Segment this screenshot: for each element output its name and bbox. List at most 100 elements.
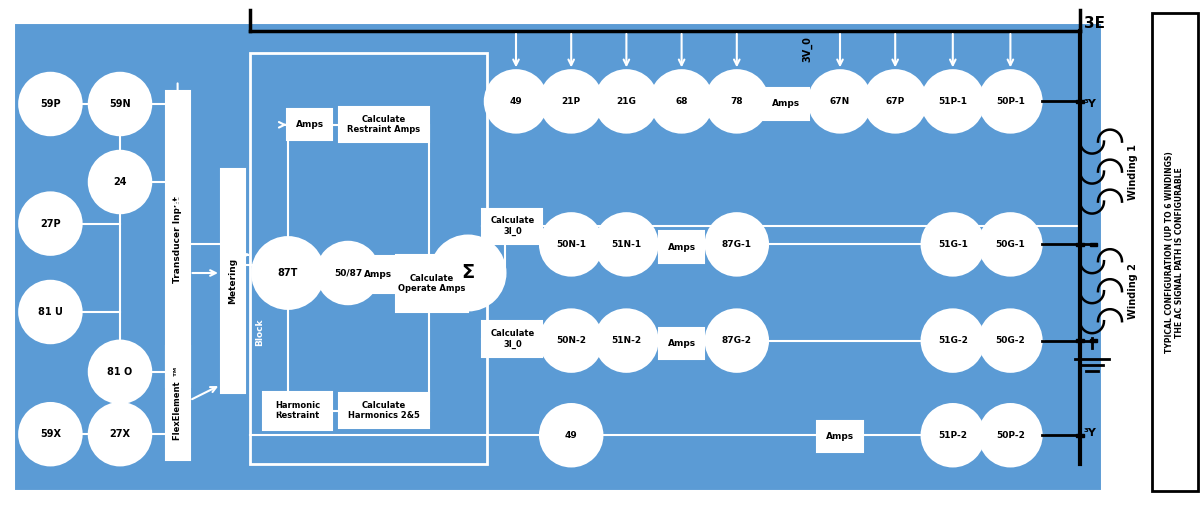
Text: 67P: 67P: [886, 97, 905, 106]
Text: 49: 49: [510, 97, 522, 106]
Ellipse shape: [540, 309, 602, 372]
Text: Block: Block: [254, 319, 264, 346]
Text: Amps: Amps: [667, 242, 696, 252]
Text: ³Y: ³Y: [1084, 99, 1097, 109]
FancyBboxPatch shape: [1076, 339, 1084, 342]
Text: 68: 68: [676, 97, 688, 106]
Ellipse shape: [252, 237, 324, 309]
Text: Transducer Input: Transducer Input: [173, 196, 182, 283]
FancyBboxPatch shape: [1090, 243, 1097, 246]
Ellipse shape: [431, 236, 505, 310]
FancyBboxPatch shape: [396, 255, 468, 312]
FancyBboxPatch shape: [263, 392, 332, 430]
Ellipse shape: [706, 213, 768, 276]
Text: 81 U: 81 U: [38, 307, 62, 317]
Text: 59X: 59X: [40, 429, 61, 439]
Ellipse shape: [922, 404, 984, 466]
Text: 50P-1: 50P-1: [996, 97, 1025, 106]
FancyBboxPatch shape: [14, 23, 1102, 491]
Ellipse shape: [922, 213, 984, 276]
Text: 50G-1: 50G-1: [996, 240, 1025, 249]
FancyBboxPatch shape: [355, 256, 401, 293]
FancyBboxPatch shape: [287, 109, 332, 140]
Text: Calculate
3I_0: Calculate 3I_0: [491, 216, 534, 236]
Text: Calculate
3I_0: Calculate 3I_0: [491, 329, 534, 349]
Text: 87G-2: 87G-2: [722, 336, 751, 345]
Ellipse shape: [19, 73, 82, 135]
FancyBboxPatch shape: [340, 393, 430, 428]
Text: 50N-1: 50N-1: [556, 240, 586, 249]
FancyBboxPatch shape: [482, 209, 542, 244]
Ellipse shape: [485, 70, 547, 133]
Text: 50N-2: 50N-2: [556, 336, 586, 345]
Ellipse shape: [19, 403, 82, 465]
Ellipse shape: [979, 404, 1042, 466]
Text: FlexElement  ᵀᴹ: FlexElement ᵀᴹ: [173, 367, 182, 439]
FancyBboxPatch shape: [340, 107, 430, 142]
Text: ³Y: ³Y: [1084, 427, 1097, 438]
Text: 51G-1: 51G-1: [938, 240, 967, 249]
Text: Harmonic
Restraint: Harmonic Restraint: [275, 401, 320, 421]
Ellipse shape: [595, 213, 658, 276]
Text: 51N-1: 51N-1: [611, 240, 642, 249]
Ellipse shape: [89, 73, 151, 135]
Text: Amps: Amps: [826, 432, 854, 441]
Text: 81 O: 81 O: [107, 367, 133, 377]
Ellipse shape: [979, 309, 1042, 372]
FancyBboxPatch shape: [166, 346, 190, 460]
Ellipse shape: [89, 151, 151, 213]
FancyBboxPatch shape: [763, 88, 809, 120]
Text: 51N-2: 51N-2: [611, 336, 642, 345]
Text: 24: 24: [113, 177, 127, 187]
Text: 50/87: 50/87: [334, 268, 362, 278]
Ellipse shape: [979, 70, 1042, 133]
Text: 27X: 27X: [109, 429, 131, 439]
FancyBboxPatch shape: [166, 91, 190, 387]
FancyBboxPatch shape: [1152, 13, 1198, 491]
Ellipse shape: [922, 309, 984, 372]
Text: 50P-2: 50P-2: [996, 431, 1025, 440]
Text: TYPICAL CONFIGURATION (UP TO 6 WINDINGS)
THE AC SIGNAL PATH IS CONFIGURABLE: TYPICAL CONFIGURATION (UP TO 6 WINDINGS)…: [1165, 151, 1184, 353]
FancyBboxPatch shape: [659, 231, 704, 263]
Ellipse shape: [706, 70, 768, 133]
Text: 51G-2: 51G-2: [938, 336, 967, 345]
Text: 50G-2: 50G-2: [996, 336, 1025, 345]
Text: Calculate
Restraint Amps: Calculate Restraint Amps: [348, 115, 420, 135]
Ellipse shape: [540, 404, 602, 466]
FancyBboxPatch shape: [1076, 243, 1084, 246]
FancyBboxPatch shape: [482, 321, 542, 357]
Text: 21G: 21G: [617, 97, 636, 106]
Text: T60: T60: [22, 490, 59, 508]
Ellipse shape: [89, 341, 151, 403]
Ellipse shape: [595, 70, 658, 133]
Ellipse shape: [595, 309, 658, 372]
Ellipse shape: [706, 309, 768, 372]
FancyBboxPatch shape: [221, 169, 245, 393]
Ellipse shape: [317, 242, 379, 304]
FancyBboxPatch shape: [659, 328, 704, 359]
Text: Amps: Amps: [364, 270, 392, 279]
Ellipse shape: [922, 70, 984, 133]
FancyBboxPatch shape: [817, 421, 863, 452]
Text: Metering: Metering: [228, 258, 238, 304]
Text: Amps: Amps: [295, 120, 324, 129]
Text: 59P: 59P: [40, 99, 61, 109]
Ellipse shape: [19, 281, 82, 343]
Text: Winding 1: Winding 1: [1128, 144, 1138, 200]
FancyBboxPatch shape: [1090, 339, 1097, 342]
Text: 21P: 21P: [562, 97, 581, 106]
Text: 87G-1: 87G-1: [722, 240, 751, 249]
Text: 67N: 67N: [830, 97, 850, 106]
Text: 27P: 27P: [40, 218, 61, 229]
Ellipse shape: [89, 403, 151, 465]
Text: Winding 2: Winding 2: [1128, 263, 1138, 319]
Text: 3V_0: 3V_0: [803, 36, 812, 62]
Text: Calculate
Operate Amps: Calculate Operate Amps: [398, 274, 466, 293]
Text: 51P-2: 51P-2: [938, 431, 967, 440]
Text: 3E: 3E: [1084, 16, 1105, 31]
Ellipse shape: [979, 213, 1042, 276]
FancyBboxPatch shape: [1076, 434, 1084, 437]
Text: Σ: Σ: [461, 264, 475, 282]
Ellipse shape: [864, 70, 926, 133]
Text: Amps: Amps: [772, 99, 800, 109]
